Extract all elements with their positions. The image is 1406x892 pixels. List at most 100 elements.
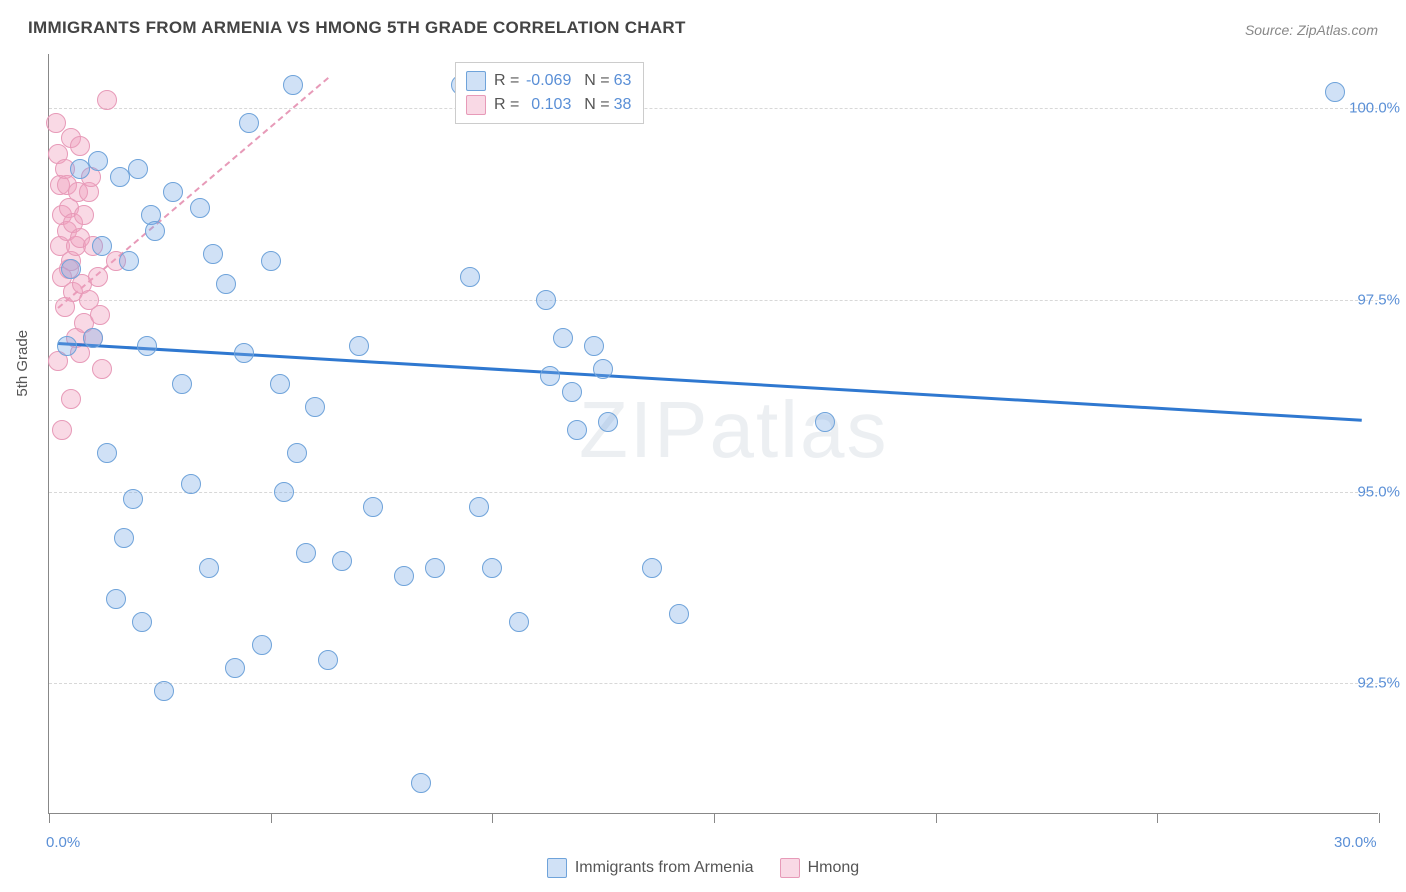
source-attribution: Source: ZipAtlas.com	[1245, 22, 1378, 38]
data-point	[460, 267, 480, 287]
data-point	[216, 274, 236, 294]
x-tick-label: 0.0%	[46, 834, 80, 851]
data-point	[106, 589, 126, 609]
data-point	[154, 681, 174, 701]
stats-text: R = -0.069 N = 63	[494, 69, 631, 93]
data-point	[261, 251, 281, 271]
data-point	[123, 489, 143, 509]
data-point	[318, 650, 338, 670]
data-point	[145, 221, 165, 241]
data-point	[1325, 82, 1345, 102]
gridline-h	[49, 108, 1378, 109]
data-point	[270, 374, 290, 394]
data-point	[239, 113, 259, 133]
legend-label: Hmong	[808, 859, 860, 877]
data-point	[332, 551, 352, 571]
data-point	[593, 359, 613, 379]
data-point	[46, 113, 66, 133]
data-point	[88, 151, 108, 171]
data-point	[305, 397, 325, 417]
y-tick-label: 95.0%	[1357, 483, 1400, 500]
data-point	[190, 198, 210, 218]
data-point	[199, 558, 219, 578]
data-point	[97, 443, 117, 463]
data-point	[642, 558, 662, 578]
data-point	[274, 482, 294, 502]
x-tick	[49, 813, 50, 823]
data-point	[540, 366, 560, 386]
data-point	[74, 205, 94, 225]
data-point	[119, 251, 139, 271]
bottom-legend: Immigrants from Armenia Hmong	[0, 858, 1406, 878]
data-point	[669, 604, 689, 624]
legend-swatch	[466, 95, 486, 115]
data-point	[349, 336, 369, 356]
data-point	[283, 75, 303, 95]
data-point	[52, 420, 72, 440]
data-point	[225, 658, 245, 678]
data-point	[70, 136, 90, 156]
y-tick-label: 92.5%	[1357, 675, 1400, 692]
legend-label: Immigrants from Armenia	[575, 859, 754, 877]
data-point	[92, 359, 112, 379]
watermark: ZIPatlas	[579, 384, 888, 476]
data-point	[92, 236, 112, 256]
data-point	[287, 443, 307, 463]
data-point	[88, 267, 108, 287]
data-point	[536, 290, 556, 310]
gridline-h	[49, 492, 1378, 493]
legend-swatch	[780, 858, 800, 878]
data-point	[296, 543, 316, 563]
data-point	[363, 497, 383, 517]
data-point	[137, 336, 157, 356]
data-point	[163, 182, 183, 202]
data-point	[553, 328, 573, 348]
data-point	[598, 412, 618, 432]
gridline-h	[49, 300, 1378, 301]
stats-text: R = 0.103 N = 38	[494, 93, 631, 117]
stats-row: R = 0.103 N = 38	[466, 93, 631, 117]
data-point	[203, 244, 223, 264]
plot-area: ZIPatlas	[48, 54, 1378, 814]
legend-item: Immigrants from Armenia	[547, 858, 754, 878]
x-tick	[1379, 813, 1380, 823]
data-point	[469, 497, 489, 517]
data-point	[97, 90, 117, 110]
data-point	[181, 474, 201, 494]
data-point	[90, 305, 110, 325]
x-tick	[714, 813, 715, 823]
data-point	[482, 558, 502, 578]
data-point	[132, 612, 152, 632]
data-point	[57, 336, 77, 356]
data-point	[425, 558, 445, 578]
gridline-h	[49, 683, 1378, 684]
x-tick	[1157, 813, 1158, 823]
legend-swatch	[466, 71, 486, 91]
legend-swatch	[547, 858, 567, 878]
x-tick	[936, 813, 937, 823]
x-tick-label: 30.0%	[1334, 834, 1377, 851]
data-point	[114, 528, 134, 548]
data-point	[83, 328, 103, 348]
data-point	[61, 259, 81, 279]
stats-legend-box: R = -0.069 N = 63R = 0.103 N = 38	[455, 62, 644, 124]
data-point	[61, 389, 81, 409]
data-point	[128, 159, 148, 179]
data-point	[562, 382, 582, 402]
x-tick	[492, 813, 493, 823]
data-point	[584, 336, 604, 356]
y-tick-label: 97.5%	[1357, 291, 1400, 308]
data-point	[567, 420, 587, 440]
data-point	[411, 773, 431, 793]
stats-row: R = -0.069 N = 63	[466, 69, 631, 93]
y-tick-label: 100.0%	[1349, 99, 1400, 116]
chart-title: IMMIGRANTS FROM ARMENIA VS HMONG 5TH GRA…	[28, 18, 686, 38]
legend-item: Hmong	[780, 858, 860, 878]
data-point	[394, 566, 414, 586]
data-point	[234, 343, 254, 363]
data-point	[252, 635, 272, 655]
data-point	[815, 412, 835, 432]
data-point	[509, 612, 529, 632]
x-tick	[271, 813, 272, 823]
data-point	[172, 374, 192, 394]
